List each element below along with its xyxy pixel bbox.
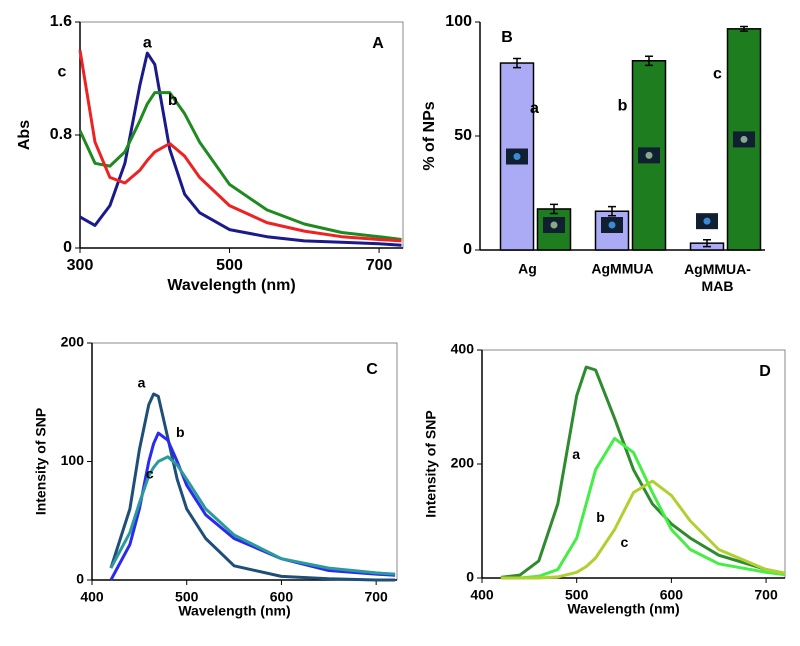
error-bar <box>513 57 521 69</box>
error-bar <box>550 203 558 215</box>
x-tick-label: 700 <box>754 587 778 603</box>
line-series <box>500 365 786 579</box>
bar-annotation: b <box>618 98 628 115</box>
x-tick-label: Ag <box>518 261 537 277</box>
nanoparticle-dot <box>740 135 748 143</box>
series-label: b <box>176 424 185 440</box>
nanoparticle-dot <box>608 221 616 229</box>
line-series <box>109 431 396 581</box>
y-tick-label: 100 <box>61 452 85 468</box>
line-series <box>78 91 402 241</box>
series-label: a <box>572 446 580 462</box>
y-tick-label: 0 <box>466 569 474 585</box>
error-bar <box>740 25 748 32</box>
label-line: AgMMUA- <box>684 261 751 277</box>
error-bar <box>703 238 711 248</box>
line-series <box>109 455 396 576</box>
x-axis-label: Wavelength (nm) <box>167 277 295 294</box>
x-tick-label: AgMMUA <box>591 261 653 277</box>
series-label: a <box>138 375 146 391</box>
series-label: c <box>621 534 629 550</box>
x-axis-label: Wavelength (nm) <box>567 601 679 617</box>
y-tick-label: 100 <box>445 13 472 30</box>
x-tick-label: 400 <box>470 587 494 603</box>
y-tick-label: 200 <box>61 334 85 350</box>
line-series <box>78 50 402 243</box>
y-tick-label: 0.8 <box>50 126 72 143</box>
error-bar <box>608 205 616 217</box>
line-series <box>500 436 786 580</box>
error-bar <box>645 55 653 67</box>
bar-annotation: a <box>530 100 539 117</box>
series-label: b <box>168 92 178 109</box>
y-axis-label: Intensity of SNP <box>33 408 49 515</box>
panel-label: C <box>366 361 378 378</box>
y-axis-label: Abs <box>16 120 33 150</box>
bar-annotation: c <box>713 66 722 83</box>
nanoparticle-dot <box>645 151 653 159</box>
x-tick-label: 400 <box>80 589 104 605</box>
line-series <box>79 51 402 247</box>
y-tick-label: 50 <box>454 127 472 144</box>
plot-frame <box>79 21 404 249</box>
series-label: c <box>58 63 67 80</box>
x-tick-label: 500 <box>565 587 589 603</box>
nanoparticle-dot <box>513 153 521 161</box>
panel-label: D <box>759 363 771 380</box>
x-tick-label: AgMMUA-MAB <box>684 261 751 294</box>
panel-label: A <box>372 35 384 52</box>
line-series <box>109 392 396 582</box>
y-axis-label: Intensity of SNP <box>423 410 439 517</box>
plot-frame <box>481 349 786 579</box>
series-label: a <box>143 34 152 51</box>
x-tick-label: 600 <box>660 587 684 603</box>
y-tick-label: 400 <box>451 341 475 357</box>
series-label: b <box>596 509 605 525</box>
x-tick-label: 600 <box>270 589 294 605</box>
y-tick-label: 1.6 <box>50 13 72 30</box>
y-tick-label: 0 <box>463 241 472 258</box>
line-series <box>500 479 786 580</box>
y-tick-label: 0 <box>76 571 84 587</box>
y-axis-label: % of NPs <box>421 101 438 170</box>
label-line: MAB <box>702 278 734 294</box>
x-tick-label: 500 <box>216 257 243 274</box>
x-axis-label: Wavelength (nm) <box>178 603 290 619</box>
x-tick-label: 700 <box>366 257 393 274</box>
y-tick-label: 0 <box>63 239 72 256</box>
y-tick-label: 200 <box>451 455 475 471</box>
x-tick-label: 500 <box>175 589 199 605</box>
nanoparticle-dot <box>703 217 711 225</box>
x-tick-label: 300 <box>67 257 94 274</box>
panel-label: B <box>501 29 513 46</box>
x-tick-label: 700 <box>364 589 388 605</box>
nanoparticle-dot <box>550 221 558 229</box>
series-label: c <box>146 465 154 481</box>
